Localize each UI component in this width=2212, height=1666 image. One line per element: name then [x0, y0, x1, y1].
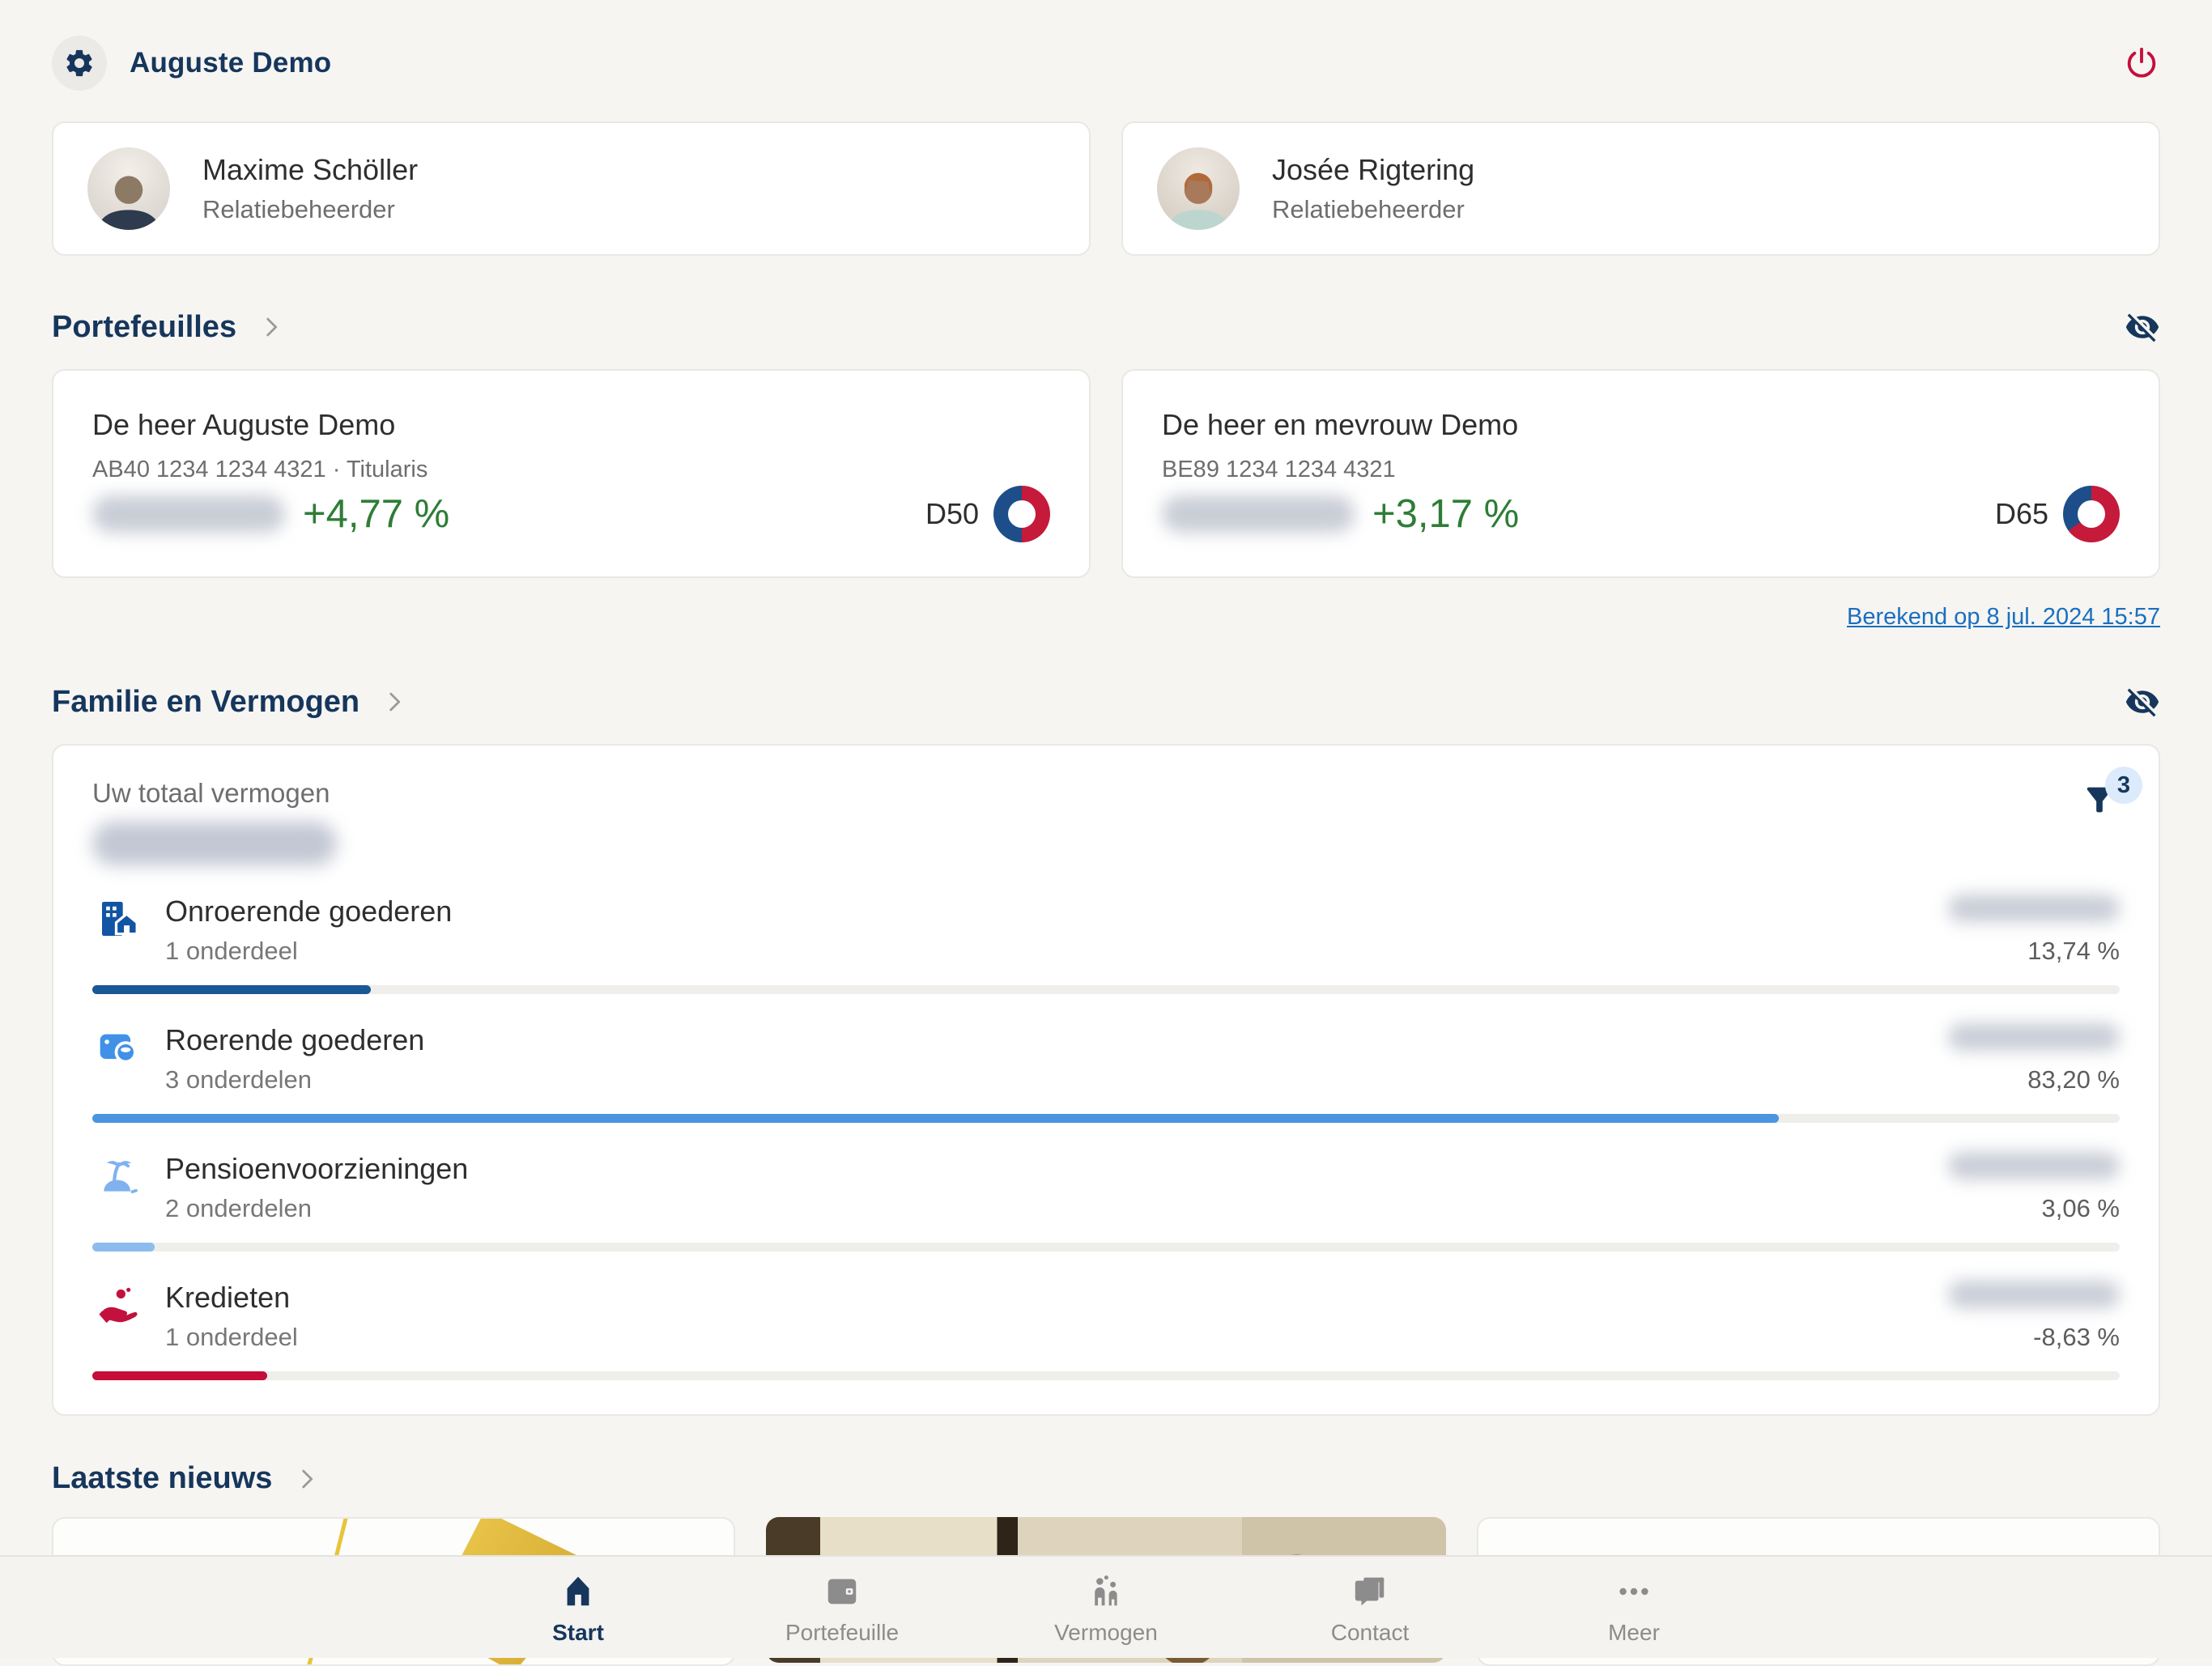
chat-icon [1351, 1573, 1389, 1610]
settings-button[interactable] [52, 36, 107, 91]
category-progress-track [92, 1243, 2120, 1252]
chevron-right-icon [257, 313, 285, 341]
portfolio-iban: BE89 1234 1234 4321 [1162, 457, 2120, 483]
category-progress-fill [92, 1243, 155, 1252]
hand-coin-icon [92, 1282, 146, 1328]
wealth-category-row[interactable]: Roerende goederen 3 onderdelen 83,20 % [92, 1023, 2120, 1123]
advisor-card[interactable]: Maxime Schöller Relatiebeheerder [52, 121, 1091, 256]
advisor-name: Maxime Schöller [202, 153, 418, 187]
risk-profile-donut-icon [2063, 486, 2120, 542]
wealth-category-row[interactable]: Pensioenvoorzieningen 2 onderdelen 3,06 … [92, 1152, 2120, 1252]
nav-item-meer[interactable]: Meer [1573, 1573, 1695, 1658]
category-progress-fill [92, 985, 371, 994]
category-percent: -8,63 % [2033, 1323, 2120, 1352]
redacted-amount [1948, 1281, 2120, 1308]
wealth-category-row[interactable]: Kredieten 1 onderdeel -8,63 % [92, 1281, 2120, 1380]
portfolio-title: De heer en mevrouw Demo [1162, 408, 2120, 442]
portfolio-change: +3,17 % [1372, 491, 1519, 537]
wallet-icon [92, 1025, 146, 1070]
advisor-name: Josée Rigtering [1272, 153, 1474, 187]
section-title: Laatste nieuws [52, 1461, 272, 1496]
category-count: 2 onderdelen [165, 1194, 468, 1223]
avatar [1157, 147, 1240, 230]
category-progress-track [92, 1114, 2120, 1123]
advisor-cards: Maxime Schöller Relatiebeheerder Josée R… [52, 121, 2160, 256]
total-wealth-label: Uw totaal vermogen [92, 778, 2120, 809]
advisor-role: Relatiebeheerder [202, 195, 418, 224]
portfolios-section-header: Portefeuilles [52, 309, 2160, 345]
wealth-section-header: Familie en Vermogen [52, 684, 2160, 720]
category-progress-track [92, 985, 2120, 994]
chevron-right-icon [293, 1465, 321, 1493]
nav-item-vermogen[interactable]: Vermogen [1045, 1573, 1167, 1658]
redacted-amount [1948, 1023, 2120, 1051]
filter-count-badge: 3 [2105, 767, 2142, 804]
building-icon [92, 896, 146, 941]
category-name: Kredieten [165, 1281, 298, 1315]
portfolios-section-link[interactable]: Portefeuilles [52, 310, 285, 345]
news-section-link[interactable]: Laatste nieuws [52, 1461, 321, 1496]
bottom-navigation: Start Portefeuille Vermogen Contact Meer [0, 1555, 2212, 1658]
category-count: 3 onderdelen [165, 1065, 424, 1094]
nav-item-portefeuille[interactable]: Portefeuille [781, 1573, 903, 1658]
redacted-amount [1948, 895, 2120, 922]
avatar [87, 147, 170, 230]
redacted-amount [92, 495, 285, 533]
filter-button[interactable]: 3 [2081, 781, 2118, 818]
category-name: Roerende goederen [165, 1023, 424, 1057]
nav-label: Start [552, 1620, 604, 1646]
category-progress-track [92, 1371, 2120, 1380]
risk-profile-label: D65 [1995, 497, 2048, 531]
section-title: Familie en Vermogen [52, 685, 359, 720]
wealth-section-link[interactable]: Familie en Vermogen [52, 685, 408, 720]
family-icon [1087, 1573, 1125, 1610]
nav-label: Portefeuille [785, 1620, 899, 1646]
category-percent: 83,20 % [2027, 1065, 2120, 1094]
category-percent: 13,74 % [2027, 937, 2120, 966]
risk-profile-label: D50 [925, 497, 979, 531]
nav-label: Contact [1331, 1620, 1410, 1646]
redacted-amount [1948, 1152, 2120, 1179]
wealth-card: 3 Uw totaal vermogen Onroerende goederen… [52, 744, 2160, 1416]
category-progress-fill [92, 1114, 1779, 1123]
wealth-category-row[interactable]: Onroerende goederen 1 onderdeel 13,74 % [92, 895, 2120, 994]
gear-icon [63, 47, 96, 79]
portfolio-change: +4,77 % [303, 491, 449, 537]
wallet-icon [823, 1573, 861, 1610]
chevron-right-icon [381, 688, 408, 716]
nav-label: Vermogen [1054, 1620, 1158, 1646]
logout-button[interactable] [2123, 45, 2160, 82]
power-icon [2123, 45, 2160, 82]
news-section-header: Laatste nieuws [52, 1461, 2160, 1496]
category-percent: 3,06 % [2041, 1194, 2120, 1223]
portfolio-title: De heer Auguste Demo [92, 408, 1050, 442]
category-progress-fill [92, 1371, 267, 1380]
nav-item-contact[interactable]: Contact [1309, 1573, 1431, 1658]
category-count: 1 onderdeel [165, 1323, 298, 1352]
category-name: Pensioenvoorzieningen [165, 1152, 468, 1186]
portfolio-card[interactable]: De heer Auguste Demo AB40 1234 1234 4321… [52, 369, 1091, 578]
section-title: Portefeuilles [52, 310, 236, 345]
redacted-total-amount [92, 822, 337, 865]
advisor-role: Relatiebeheerder [1272, 195, 1474, 224]
page-title: Auguste Demo [130, 47, 331, 79]
portfolio-card[interactable]: De heer en mevrouw Demo BE89 1234 1234 4… [1121, 369, 2160, 578]
nav-label: Meer [1608, 1620, 1660, 1646]
home-icon [559, 1573, 597, 1610]
advisor-card[interactable]: Josée Rigtering Relatiebeheerder [1121, 121, 2160, 256]
ellipsis-icon [1615, 1573, 1653, 1610]
portfolio-iban: AB40 1234 1234 4321 · Titularis [92, 457, 1050, 483]
palm-island-icon [92, 1154, 146, 1199]
portfolio-cards: De heer Auguste Demo AB40 1234 1234 4321… [52, 369, 2160, 578]
calculated-at-link[interactable]: Berekend op 8 jul. 2024 15:57 [1847, 604, 2160, 631]
eye-off-icon[interactable] [2125, 309, 2160, 345]
top-bar: Auguste Demo [52, 0, 2160, 91]
risk-profile-donut-icon [993, 486, 1050, 542]
category-name: Onroerende goederen [165, 895, 452, 929]
eye-off-icon[interactable] [2125, 684, 2160, 720]
nav-item-start[interactable]: Start [517, 1573, 639, 1658]
category-count: 1 onderdeel [165, 937, 452, 966]
redacted-amount [1162, 495, 1355, 533]
